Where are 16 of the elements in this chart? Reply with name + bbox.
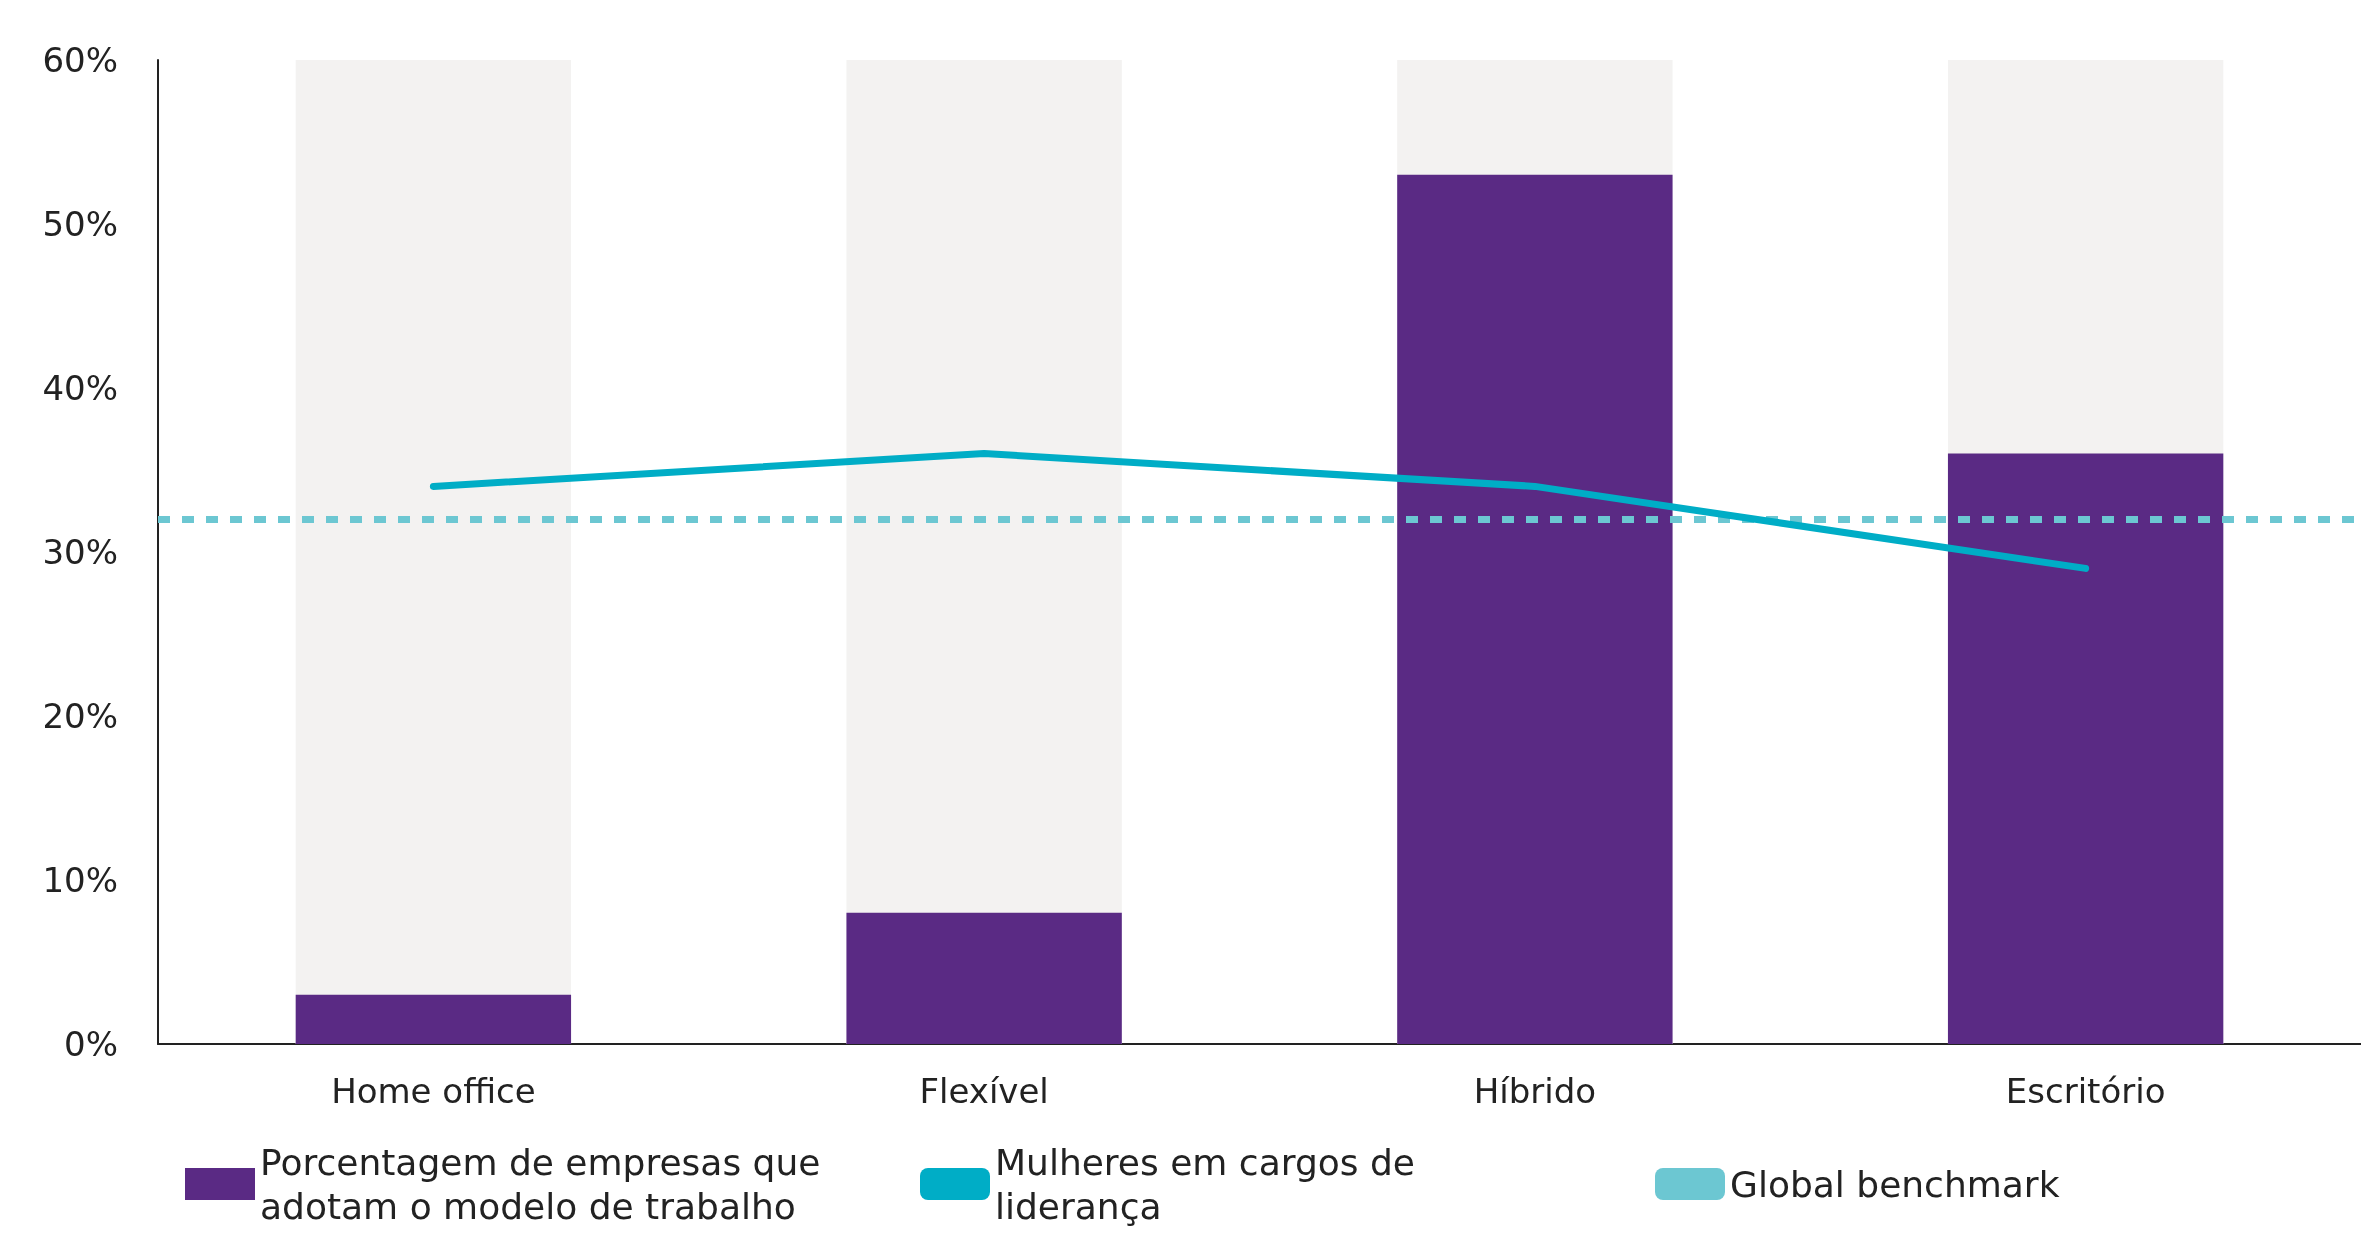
y-tick-label: 50% [42,204,118,244]
y-tick-label: 0% [64,1024,118,1064]
y-tick-label: 10% [42,860,118,900]
x-tick-label: Home office [331,1071,536,1111]
y-tick-label: 20% [42,696,118,736]
x-tick-label: Flexível [919,1071,1049,1111]
x-tick-label: Escritório [2005,1071,2166,1111]
bar [846,912,1122,1044]
y-tick-label: 60% [42,40,118,80]
x-tick-label: Híbrido [1473,1071,1597,1111]
bar [295,994,572,1044]
legend-label: Global benchmark [1730,1163,2060,1205]
legend-label: Mulheres em cargos de liderança [995,1141,1427,1227]
legend-label: Porcentagem de empresas que adotam o modelo de trabalho [260,1141,832,1227]
y-tick-label: 40% [42,368,118,408]
y-tick-label: 30% [42,532,118,572]
